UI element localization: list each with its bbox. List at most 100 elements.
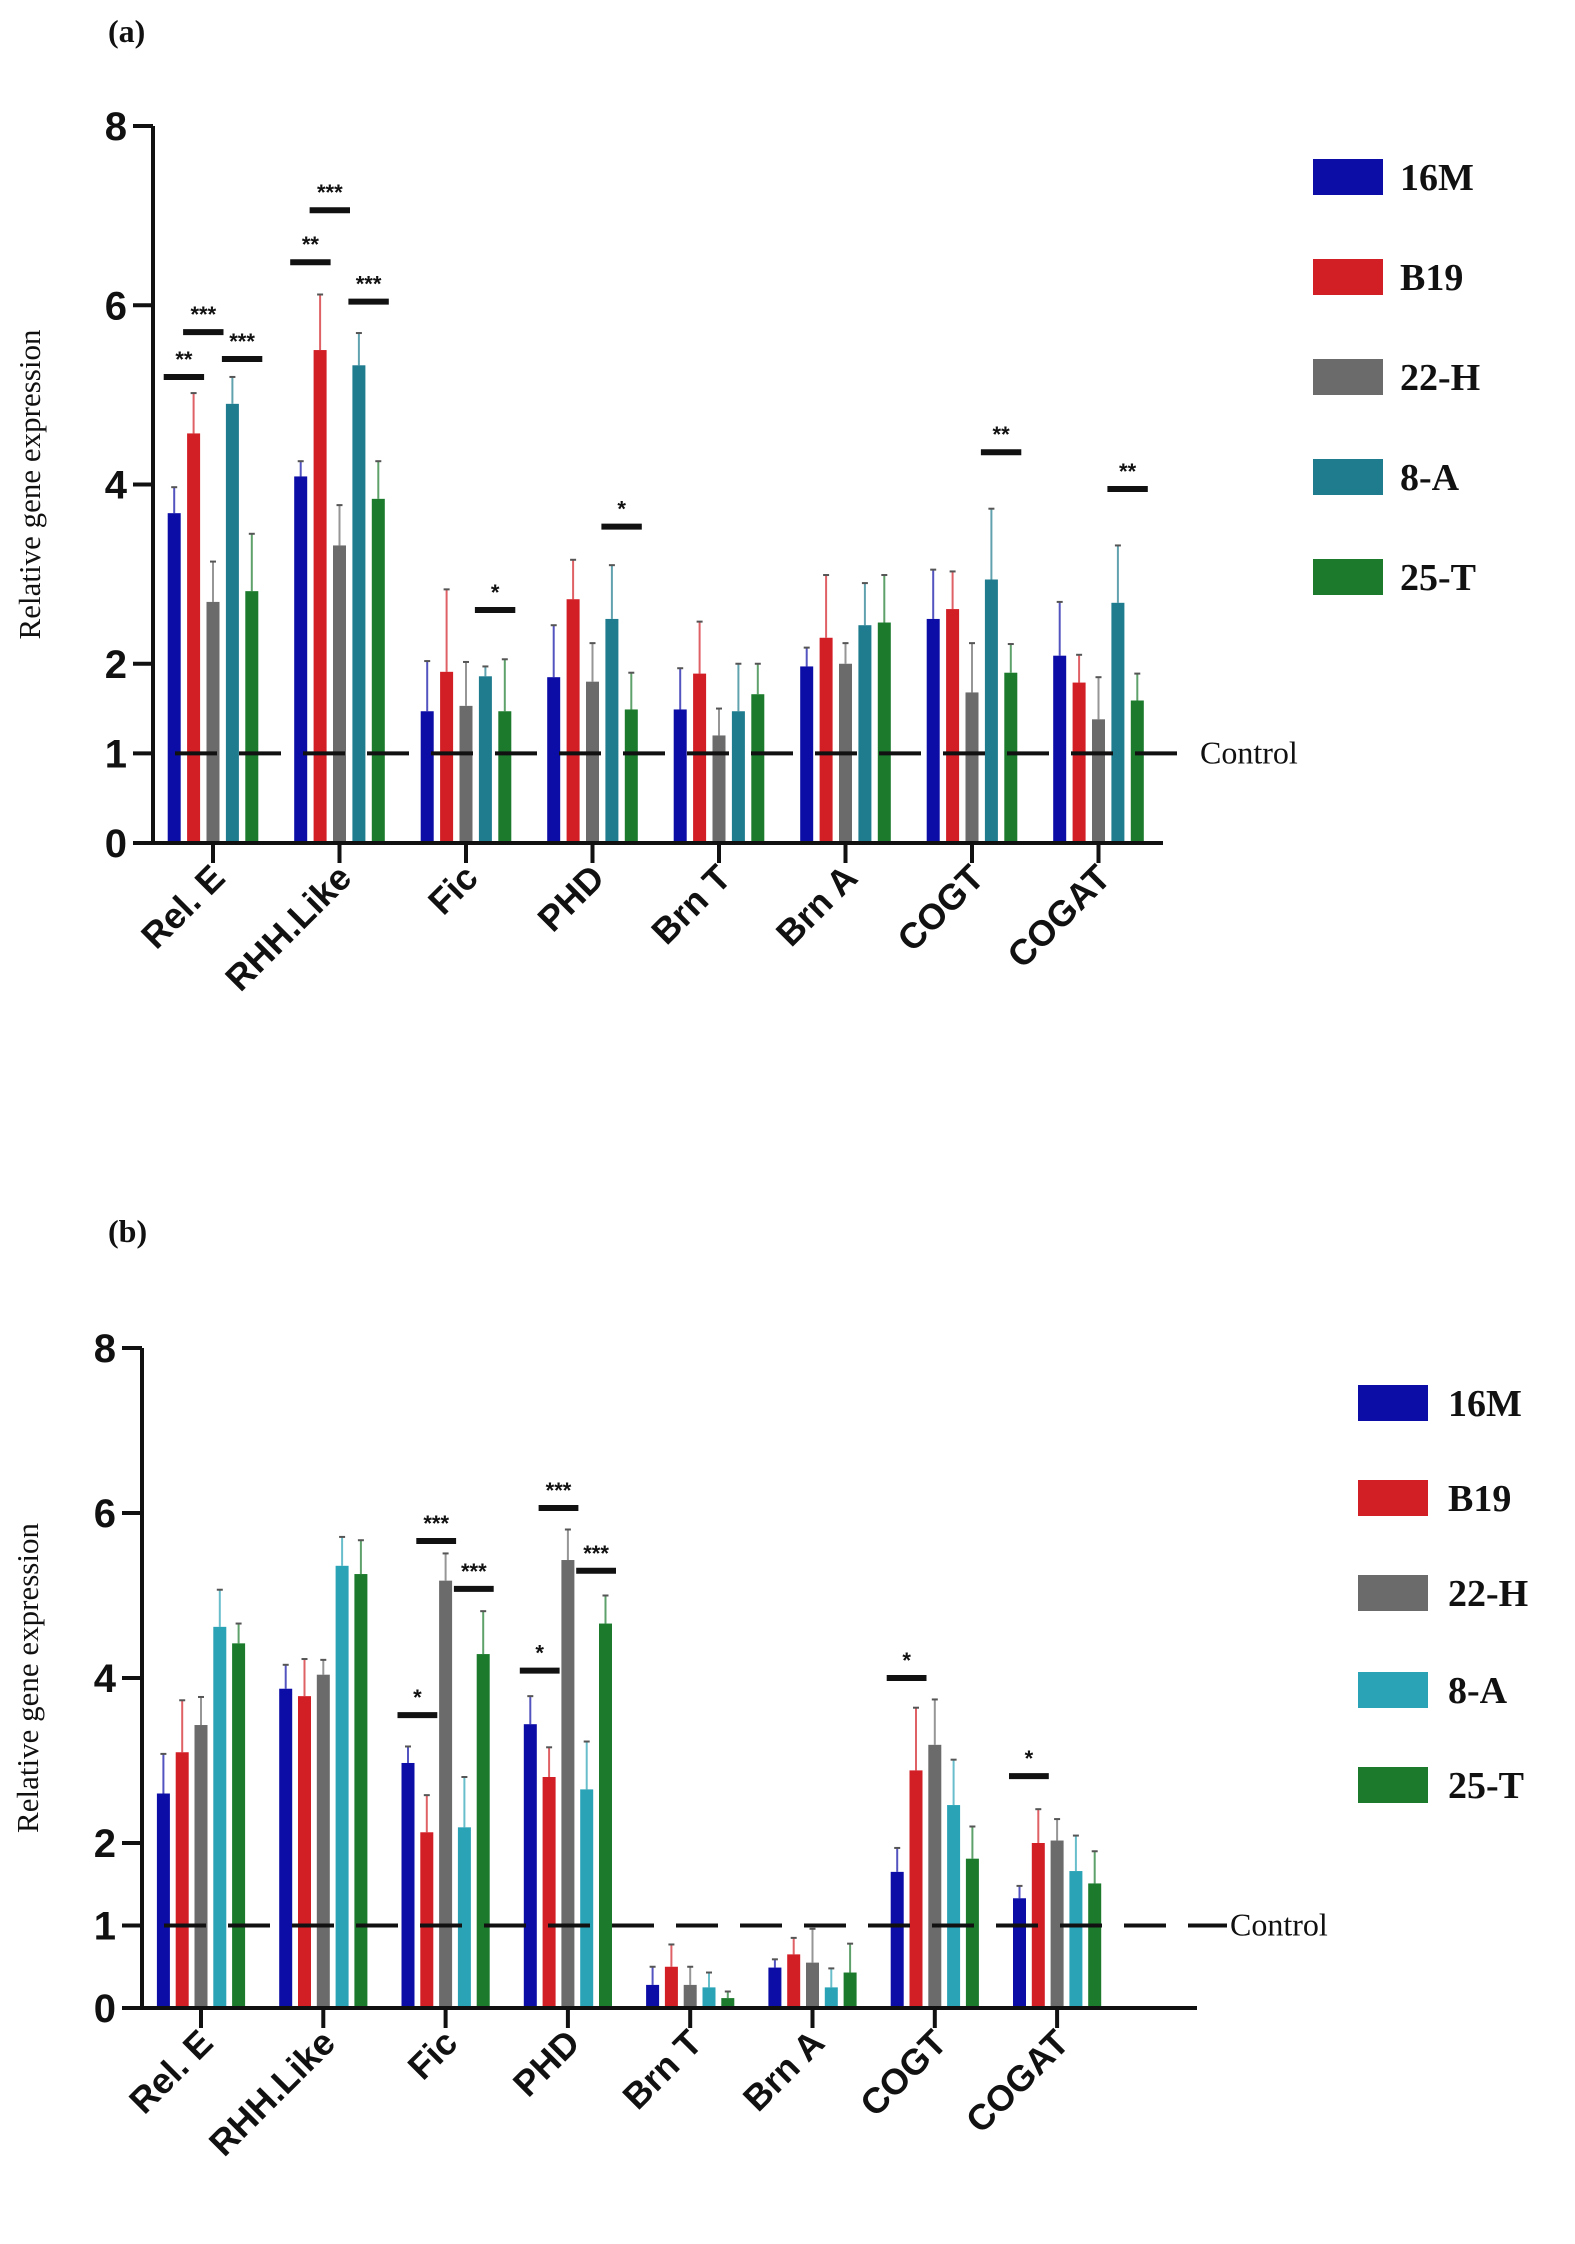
y-tick-label: 0	[105, 822, 127, 866]
y-axis-label: Relative gene expression	[10, 1523, 45, 1833]
bar	[225, 403, 239, 843]
bar	[459, 705, 473, 843]
legend-item-8-A: 8-A	[1358, 1670, 1508, 1712]
bar	[1092, 719, 1105, 843]
bar	[420, 1832, 434, 2008]
bar	[420, 711, 434, 843]
bar	[824, 1987, 838, 2008]
legend-item-8-A: 8-A	[1313, 457, 1460, 499]
legend-swatch	[1358, 1480, 1428, 1516]
bar	[664, 1966, 678, 2008]
significance-label: ***	[317, 180, 343, 205]
legend-swatch	[1313, 159, 1383, 195]
bar	[498, 711, 512, 843]
bar	[439, 1580, 453, 2008]
bar	[298, 1696, 311, 2008]
bar	[371, 498, 385, 843]
bar	[1004, 672, 1018, 843]
x-tick-label: Rel. E	[121, 2022, 221, 2122]
bar	[768, 1967, 782, 2008]
bar	[800, 666, 814, 843]
bar	[890, 1871, 904, 2008]
bar	[457, 1827, 471, 2008]
bar	[946, 609, 960, 843]
significance-label: *	[413, 1685, 422, 1710]
bar	[843, 1972, 857, 2008]
bar	[316, 1674, 330, 2008]
y-tick-label: 2	[105, 643, 127, 687]
legend-swatch	[1358, 1575, 1428, 1611]
bar	[926, 618, 940, 843]
series-8-A	[225, 332, 1125, 843]
significance-label: *	[491, 580, 500, 605]
legend-label: 22-H	[1400, 357, 1480, 399]
legend-item-B19: B19	[1313, 257, 1463, 299]
bar	[333, 545, 346, 843]
legend-item-16M: 16M	[1358, 1383, 1522, 1425]
bar	[542, 1777, 556, 2008]
bar	[1031, 1843, 1045, 2008]
legend-swatch	[1313, 459, 1383, 495]
chart-panel-a: (a) Relative gene expression Control 0 1 2 4 6 8…	[12, 13, 1480, 999]
series-22-H	[194, 1528, 1064, 2008]
bar	[624, 709, 638, 843]
control-label: Control	[1230, 1907, 1328, 1943]
significance-label: *	[535, 1641, 544, 1666]
significance-label: **	[302, 232, 320, 257]
y-tick-label: 4	[94, 1657, 117, 1701]
bar	[965, 692, 979, 843]
x-tick-label: Brn A	[735, 2022, 832, 2119]
bar	[1069, 1871, 1083, 2008]
bar	[605, 618, 619, 843]
bar	[1050, 1840, 1064, 2008]
bar	[702, 1987, 716, 2008]
bar	[232, 1643, 246, 2008]
bar	[1053, 655, 1067, 843]
series-25-T	[245, 460, 1144, 843]
legend-item-25-T: 25-T	[1313, 557, 1476, 599]
bar	[599, 1623, 612, 2008]
legend-label: 22-H	[1448, 1573, 1528, 1615]
legend-label: B19	[1448, 1478, 1511, 1520]
legend-item-22-H: 22-H	[1313, 357, 1480, 399]
legend-swatch	[1358, 1385, 1428, 1421]
bar	[819, 637, 833, 843]
significance-label: *	[617, 497, 626, 522]
x-tick-label: PHD	[505, 2022, 588, 2105]
significance-label: ***	[229, 329, 255, 354]
bar	[478, 676, 492, 843]
bar	[580, 1789, 594, 2008]
bar	[440, 671, 454, 843]
bar	[566, 599, 580, 843]
x-tick-label: Brn A	[768, 857, 865, 954]
bar	[547, 677, 561, 843]
bar	[187, 433, 201, 843]
bar	[167, 513, 181, 843]
significance-label: *	[1025, 1746, 1034, 1771]
significance-label: *	[902, 1648, 911, 1673]
series-B19	[187, 293, 1086, 843]
bar	[523, 1724, 537, 2008]
y-axis-label: Relative gene expression	[12, 329, 47, 639]
significance-label: ***	[546, 1478, 572, 1503]
legend-item-25-T: 25-T	[1358, 1765, 1524, 1807]
bar	[294, 476, 308, 843]
series-8-A	[213, 1535, 1083, 2008]
legend-swatch	[1313, 259, 1383, 295]
y-tick-label: 1	[105, 732, 127, 776]
significance-label: ***	[423, 1511, 449, 1536]
bar	[561, 1560, 575, 2008]
legend-label: 25-T	[1448, 1765, 1524, 1807]
x-tick-label: Fic	[420, 857, 486, 923]
bar	[731, 711, 745, 843]
bar	[683, 1984, 697, 2008]
y-tick-label: 8	[94, 1327, 116, 1371]
significance-label: **	[1119, 459, 1137, 484]
bar	[1130, 700, 1144, 843]
significance-label: **	[993, 422, 1011, 447]
y-tick-label: 6	[94, 1492, 116, 1536]
bar	[673, 709, 687, 843]
significance-label: ***	[356, 272, 382, 297]
bar	[721, 1998, 735, 2008]
series-16M	[156, 1663, 1026, 2008]
